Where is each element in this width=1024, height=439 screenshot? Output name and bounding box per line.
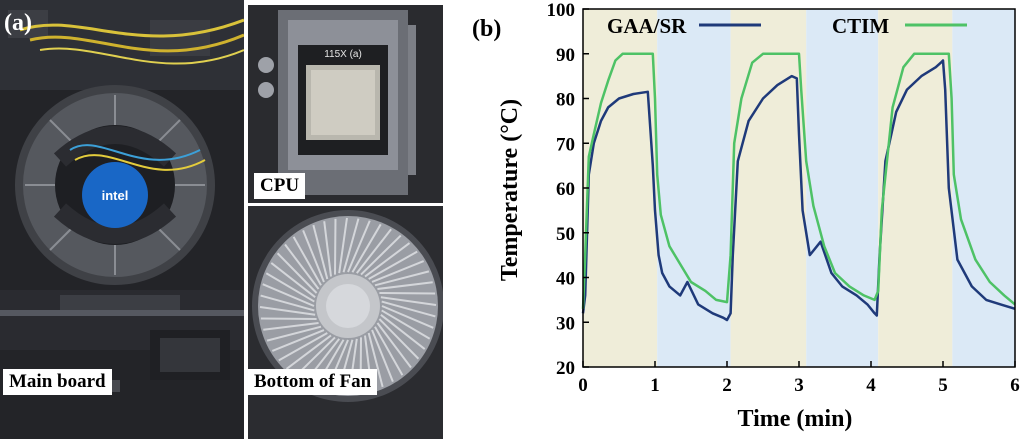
- fan-sticker-text: intel: [102, 188, 129, 203]
- x-tick-label: 0: [578, 375, 588, 396]
- photo-panel-a: intel Main board 115X (a) CPU: [0, 0, 462, 439]
- temperature-chart: (b) 0 1 2 3 4 5 6 20 30 40 50 60 70 80 90 100 GAA/SR CTI…: [462, 0, 1024, 439]
- background-band: [583, 9, 657, 367]
- x-tick-label: 4: [866, 375, 876, 396]
- y-tick-label: 80: [556, 90, 575, 111]
- x-tick-label: 6: [1010, 375, 1020, 396]
- main-board-label: Main board: [3, 369, 112, 395]
- legend-label: CTIM: [832, 14, 889, 38]
- fan-bottom-illustration: [248, 206, 443, 439]
- y-tick-label: 20: [556, 358, 575, 379]
- y-tick-label: 90: [556, 45, 575, 66]
- main-board-photo: intel Main board: [0, 0, 244, 439]
- legend-label: GAA/SR: [607, 14, 687, 38]
- cpu-label: CPU: [254, 173, 305, 199]
- y-tick-label: 50: [556, 224, 575, 245]
- y-tick-label: 60: [556, 179, 575, 200]
- background-band: [657, 9, 730, 367]
- y-tick-label: 30: [556, 313, 575, 334]
- y-axis-label: Temperature (°C): [497, 99, 523, 281]
- cpu-socket-engraving: 115X (a): [324, 49, 362, 60]
- y-tick-label: 100: [547, 0, 576, 21]
- x-tick-label: 2: [722, 375, 732, 396]
- x-tick-label: 5: [938, 375, 948, 396]
- cpu-photo: 115X (a) CPU: [248, 5, 443, 203]
- background-band: [806, 9, 878, 367]
- x-tick-label: 1: [650, 375, 660, 396]
- fan-bottom-label: Bottom of Fan: [248, 369, 377, 395]
- x-tick-label: 3: [794, 375, 804, 396]
- panel-b-letter: (b): [472, 16, 501, 42]
- fan-bottom-photo: Bottom of Fan: [248, 206, 443, 439]
- panel-a-letter: (a): [4, 10, 32, 37]
- y-tick-label: 40: [556, 269, 575, 290]
- y-tick-label: 70: [556, 134, 575, 155]
- background-band: [731, 9, 807, 367]
- x-axis-label: Time (min): [738, 406, 853, 432]
- background-band: [952, 9, 1015, 367]
